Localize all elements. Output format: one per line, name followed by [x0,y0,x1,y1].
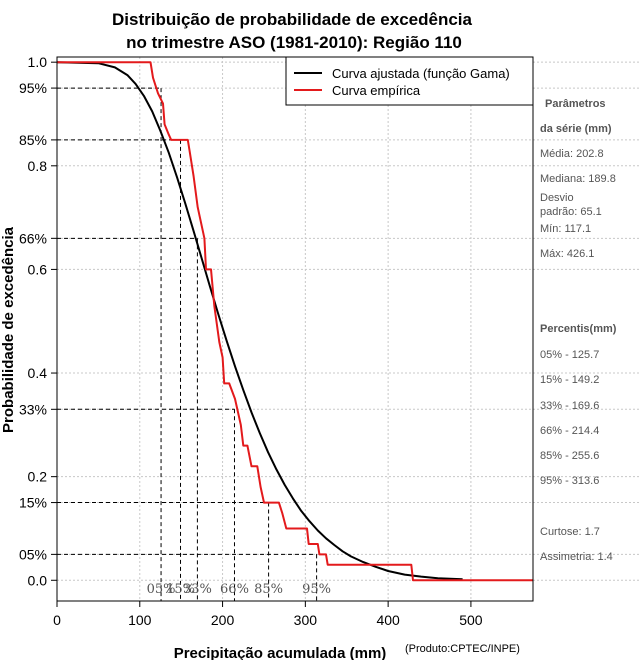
percentil-15: 15% - 149.2 [540,374,599,386]
y-tick-label-66%: 66% [19,230,47,246]
y-axis: 1.0 95% 85% 0.8 66% 0.6 0.4 33% 0.2 15% 05% 0.0 [19,54,57,588]
percentile-label-95%: 95% [302,582,331,597]
params-heading-2: da série (mm) [540,123,612,135]
y-tick-label-0.8: 0.8 [28,158,48,174]
skewness: Assimetria: 1.4 [540,551,613,563]
x-tick-label-500: 500 [459,612,483,628]
y-tick-label-0.0: 0.0 [28,572,48,588]
legend-box [285,56,534,106]
percentile-label-85%: 85% [254,582,283,597]
percentile-label-05%: 05% [147,582,176,597]
side-panel: Parâmetros da série (mm) Média: 202.8 Me… [540,98,617,563]
chart-title-line-2: no trimestre ASO (1981-2010): Região 110 [126,33,462,52]
empirical-curve [57,61,533,582]
chart-title-line-1: Distribuição de probabilidade de excedên… [112,10,472,29]
param-stddev-1: Desvio [540,192,574,204]
kurtosis: Curtose: 1.7 [540,526,600,538]
y-tick-label-05%: 05% [19,546,47,562]
fitted-gamma-curve [56,61,463,581]
legend: Curva ajustada (função Gama) Curva empír… [285,56,534,106]
param-max: Máx: 426.1 [540,248,594,260]
percentil-05: 05% - 125.7 [540,349,599,361]
x-axis-label: Precipitação acumulada (mm) [174,645,387,660]
x-tick-label-100: 100 [128,612,152,628]
percentis-heading: Percentis(mm) [540,323,617,335]
y-tick-label-0.2: 0.2 [28,469,48,485]
x-tick-label-0: 0 [53,612,61,628]
y-tick-label-15%: 15% [19,495,47,511]
x-tick-label-400: 400 [376,612,400,628]
y-tick-label-95%: 95% [19,80,47,96]
percentil-85: 85% - 255.6 [540,450,599,462]
legend-label-fitted: Curva ajustada (função Gama) [332,66,510,81]
percentil-66: 66% - 214.4 [540,425,599,437]
y-axis-label: Probabilidade de excedência [0,226,17,433]
percentile-label-66%: 66% [220,582,249,597]
percentile-guides [57,87,318,601]
series-group [56,61,533,582]
param-stddev-2: padrão: 65.1 [540,206,602,218]
percentile-labels: 05%15%33% 66% 85% 95% [147,582,331,597]
product-credit: (Produto:CPTEC/INPE) [405,643,520,655]
y-tick-label-33%: 33% [19,401,47,417]
param-mean: Média: 202.8 [540,148,604,160]
percentile-label-15%: 15% [166,582,195,597]
percentil-95: 95% - 313.6 [540,475,599,487]
legend-label-empirical: Curva empírica [332,83,421,98]
x-tick-label-300: 300 [294,612,318,628]
param-median: Mediana: 189.8 [540,173,616,185]
param-min: Mín: 117.1 [540,223,591,235]
y-tick-label-0.6: 0.6 [28,261,48,277]
plot-frame [56,56,534,602]
y-tick-label-85%: 85% [19,132,47,148]
params-heading-1: Parâmetros [545,98,606,110]
y-tick-label-0.4: 0.4 [28,365,48,381]
gridlines [57,57,640,601]
x-axis: 0 100 200 300 400 500 [53,601,483,628]
percentil-33: 33% - 169.6 [540,400,599,412]
percentile-label-33%: 33% [183,582,212,597]
y-tick-label-1.0: 1.0 [28,54,48,70]
x-tick-label-200: 200 [211,612,235,628]
